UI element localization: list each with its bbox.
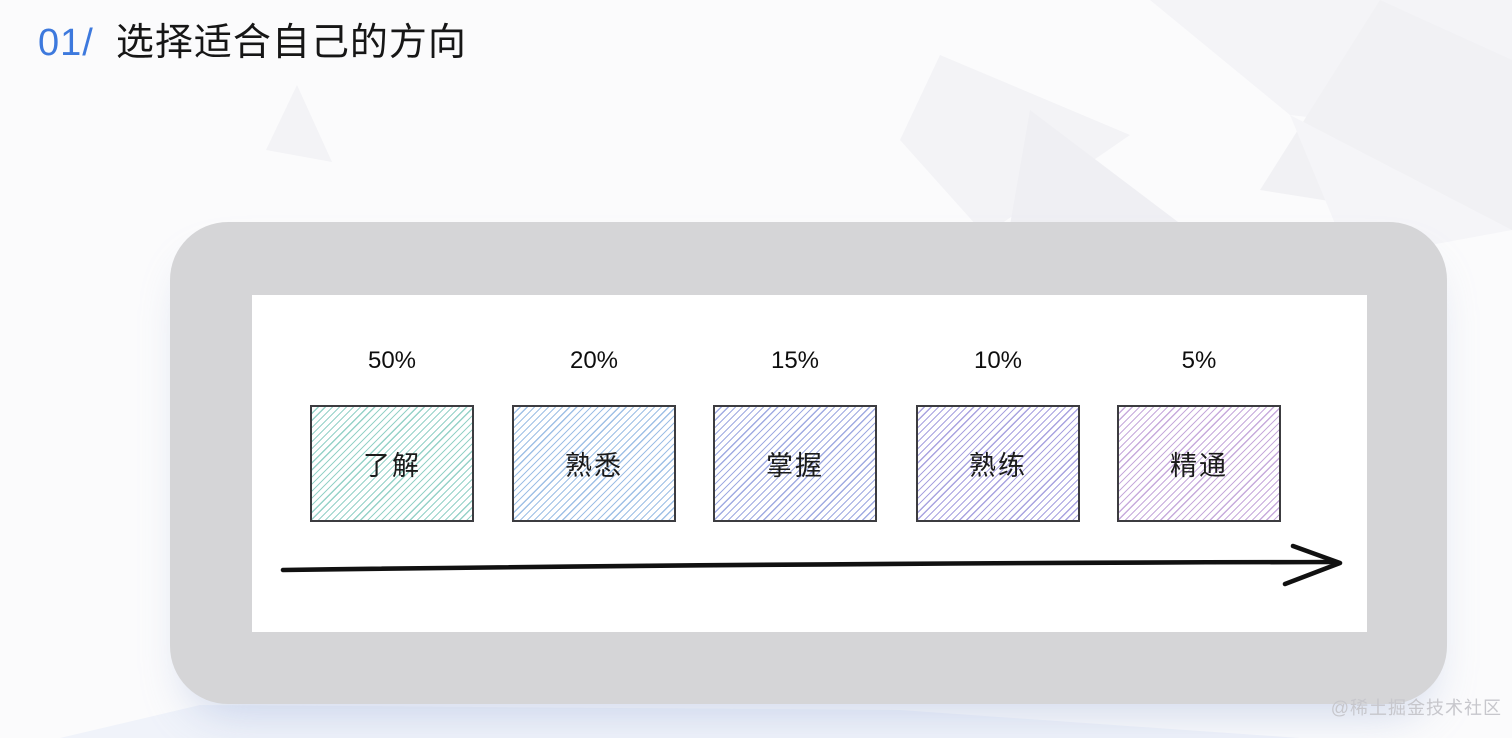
page-title: 01/选择适合自己的方向 — [38, 22, 467, 66]
stage-liaojie: 50% 了解 — [310, 347, 474, 522]
title-number: 01/ — [38, 22, 94, 64]
watermark: @稀土掘金技术社区 — [1330, 698, 1502, 718]
stage-box: 了解 — [310, 405, 474, 522]
stage-box: 熟悉 — [512, 405, 676, 522]
stage-jingtong: 5% 精通 — [1117, 347, 1281, 522]
stage-percent: 10% — [973, 347, 1023, 374]
stage-label: 熟练 — [969, 451, 1027, 481]
stage-percent: 20% — [569, 347, 619, 374]
stage-box: 精通 — [1117, 405, 1281, 522]
stage-shuxi: 20% 熟悉 — [512, 347, 676, 522]
stage-label: 掌握 — [766, 451, 824, 481]
stage-box: 熟练 — [916, 405, 1080, 522]
stage-percent: 5% — [1181, 347, 1217, 374]
stage-label: 了解 — [363, 451, 421, 481]
stage-percent: 15% — [770, 347, 820, 374]
diagram-panel: 50% 了解 20% 熟悉 15% 掌握 10% 熟练 5% — [252, 295, 1367, 632]
slide-card: 50% 了解 20% 熟悉 15% 掌握 10% 熟练 5% — [170, 222, 1447, 704]
stage-label: 熟悉 — [565, 451, 623, 481]
title-text: 选择适合自己的方向 — [115, 22, 467, 64]
stage-label: 精通 — [1170, 451, 1228, 481]
stage-percent: 50% — [367, 347, 417, 374]
stage-zhangwo: 15% 掌握 — [713, 347, 877, 522]
stage-shulian: 10% 熟练 — [916, 347, 1080, 522]
stage-box: 掌握 — [713, 405, 877, 522]
